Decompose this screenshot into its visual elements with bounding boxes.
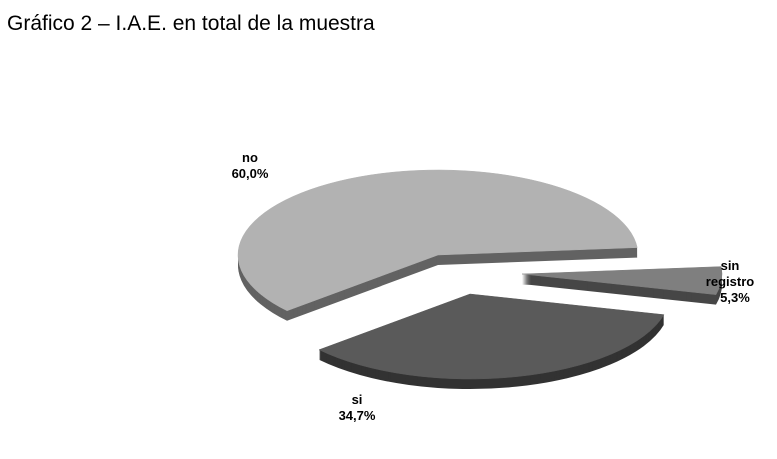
value-label: 5,3%	[720, 290, 750, 305]
slice	[318, 293, 665, 389]
slice	[521, 266, 723, 305]
category-label: si	[351, 392, 363, 407]
chart-title: Gráfico 2 – I.A.E. en total de la muestr…	[7, 12, 375, 35]
slice-top	[318, 293, 665, 380]
category-label: sin registro	[705, 258, 755, 289]
category-label: no	[242, 150, 258, 165]
value-label: 60,0%	[231, 166, 269, 181]
slice-top	[521, 266, 723, 295]
slice-top	[237, 169, 638, 312]
value-label: 34,7%	[338, 408, 376, 423]
slice	[237, 169, 638, 321]
